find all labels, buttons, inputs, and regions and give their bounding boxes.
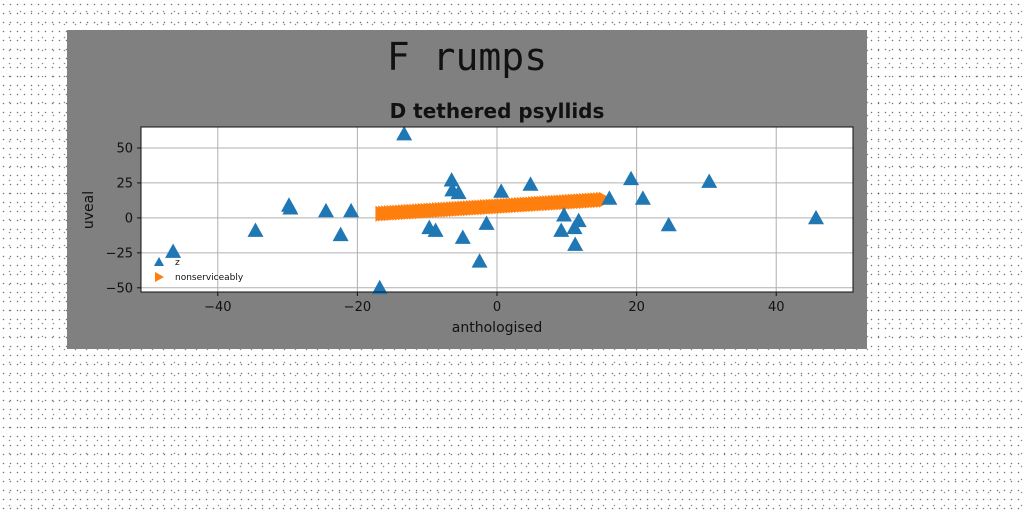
z-point <box>396 125 413 141</box>
z-point <box>371 279 388 295</box>
z-point <box>493 183 510 198</box>
series-layer <box>165 125 825 295</box>
z-point <box>471 253 488 268</box>
x-axis-label: anthologised <box>452 320 542 336</box>
z-point <box>553 222 570 237</box>
ticks-layer: −40 −20 0 20 40 −50 −25 0 25 50 <box>106 141 785 315</box>
z-point <box>701 173 718 188</box>
z-point <box>247 222 264 237</box>
z-point <box>808 209 825 225</box>
z-point <box>567 236 584 251</box>
z-point <box>634 190 651 205</box>
z-point <box>623 170 640 186</box>
chart-suptitle: F rumps <box>387 35 547 79</box>
legend-label-z: z <box>175 258 180 268</box>
z-point <box>522 176 539 191</box>
figure-panel: F rumps D tethered psyllids −40 −20 0 20 40−… <box>67 30 867 349</box>
y-tick-label: 50 <box>116 141 133 156</box>
grid-layer <box>141 127 853 292</box>
chart-title: D tethered psyllids <box>390 99 605 123</box>
z-point <box>282 200 299 215</box>
x-tick-label: 40 <box>768 300 785 315</box>
y-tick-label: −25 <box>106 246 133 261</box>
legend: z nonserviceably <box>154 257 244 283</box>
legend-marker-z-shape <box>154 257 164 266</box>
x-tick-label: −20 <box>344 300 371 315</box>
z-point <box>450 184 467 200</box>
x-tick-label: −40 <box>204 300 231 315</box>
scatter-chart: F rumps D tethered psyllids −40 −20 0 20 40−… <box>81 35 854 336</box>
z-point <box>478 215 495 230</box>
y-tick-label: 0 <box>125 211 133 226</box>
legend-label-nonserviceably: nonserviceably <box>175 273 244 283</box>
z-point <box>427 222 444 237</box>
z-point <box>332 226 349 242</box>
z-point <box>556 207 573 222</box>
y-tick-label: −50 <box>106 281 133 296</box>
x-tick-label: 0 <box>493 300 501 315</box>
z-point <box>165 243 182 258</box>
y-tick-label: 25 <box>116 176 133 191</box>
z-point <box>443 172 460 187</box>
z-point <box>660 216 677 232</box>
x-tick-label: 20 <box>628 300 645 315</box>
z-point <box>570 212 587 228</box>
legend-marker-z <box>154 257 164 266</box>
z-point <box>317 202 334 218</box>
z-point <box>454 229 471 244</box>
legend-marker-nonserviceably-shape <box>155 272 164 282</box>
z-point <box>601 190 618 205</box>
z-point <box>343 202 360 218</box>
legend-marker-nonserviceably <box>155 272 164 282</box>
y-axis-label: uveal <box>81 191 97 229</box>
